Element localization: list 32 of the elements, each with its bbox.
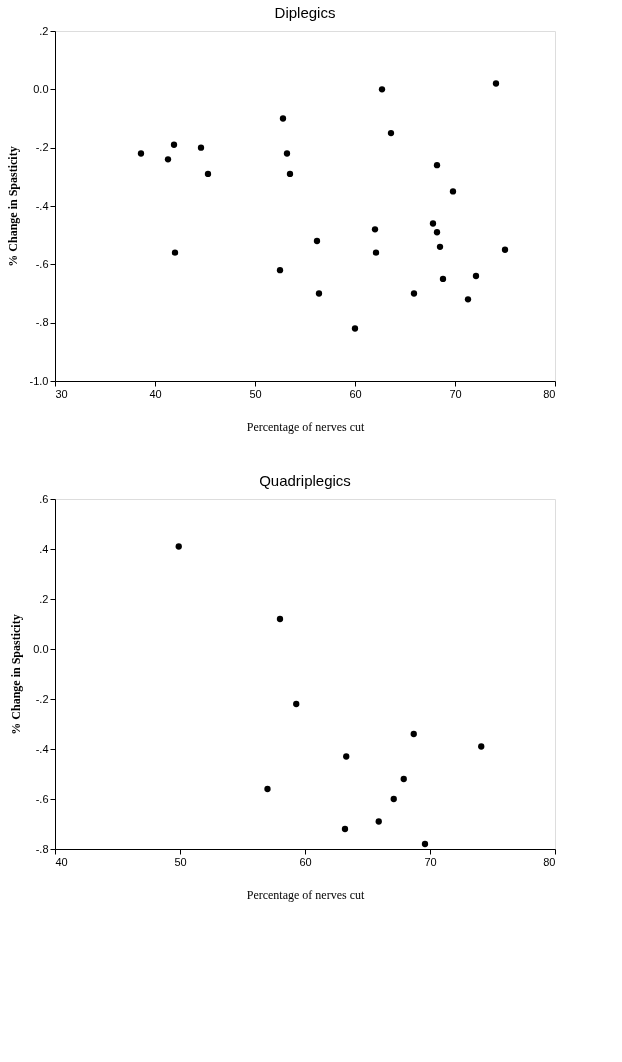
y-tick-label: -.4: [35, 742, 49, 755]
y-tick-label: -.6: [35, 257, 49, 270]
y-tick-label: -1.0: [29, 374, 49, 387]
y-tick-label: .6: [39, 492, 49, 505]
x-tick-label: 80: [543, 855, 556, 868]
x-tick-label: 50: [174, 855, 187, 868]
x-tick-label: 70: [449, 387, 462, 400]
y-tick-label: .4: [39, 542, 49, 555]
y-tick-label: -.2: [35, 692, 49, 705]
x-tick-label: 60: [299, 855, 312, 868]
x-tick-label: 60: [349, 387, 362, 400]
y-tick-label: 0.0: [33, 82, 49, 95]
x-axis-title: Percentage of nerves cut: [246, 419, 365, 434]
y-tick-label: -.4: [35, 199, 49, 212]
y-tick-label: -.6: [35, 792, 49, 805]
y-tick-label: .2: [39, 24, 49, 37]
x-axis-title: Percentage of nerves cut: [246, 887, 365, 902]
y-tick-label: .2: [39, 592, 49, 605]
x-tick-label: 40: [55, 855, 68, 868]
y-tick-label: 0.0: [33, 642, 49, 655]
y-axis-title: % Change in Spasticity: [9, 614, 24, 735]
y-axis-title: % Change in Spasticity: [5, 146, 20, 267]
y-tick-label: -.2: [35, 141, 49, 154]
x-tick-label: 30: [55, 387, 68, 400]
x-tick-label: 40: [149, 387, 162, 400]
y-tick-label: -.8: [35, 842, 49, 855]
x-tick-label: 70: [424, 855, 437, 868]
x-tick-label: 50: [249, 387, 262, 400]
y-tick-label: -.8: [35, 316, 49, 329]
chart-title: Quadriplegics: [259, 472, 351, 489]
x-tick-label: 80: [543, 387, 556, 400]
chart-title: Diplegics: [274, 4, 336, 21]
